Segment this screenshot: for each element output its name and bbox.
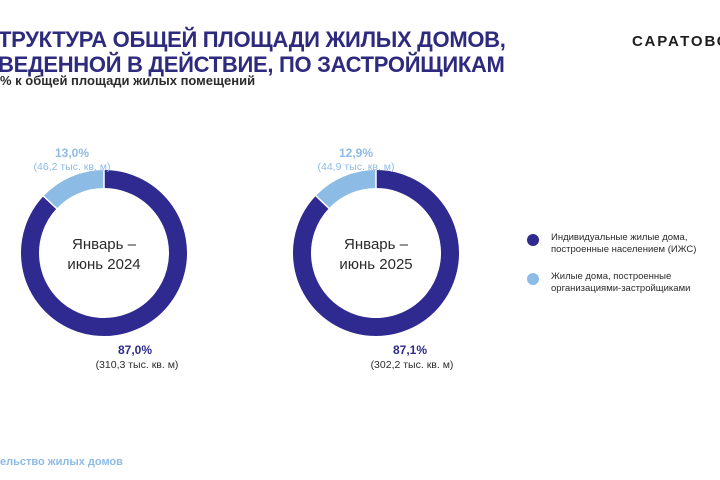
donut-0-label-izhs-area: (310,3 тыс. кв. м) (96, 359, 179, 371)
title-line-2: ВЕДЕННОЙ В ДЕЙСТВИЕ, ПО ЗАСТРОЙЩИКАМ (0, 52, 505, 77)
donut-1-label-developers-area: (44,9 тыс. кв. м) (317, 161, 394, 173)
donut-1-center-label-0: Январь – (344, 236, 409, 253)
donut-0-label-izhs-pct: 87,0% (118, 343, 152, 357)
legend-item-developers: Жилые дома, построенные организациями-за… (525, 271, 715, 295)
donut-0-label-developers-area: (46,2 тыс. кв. м) (33, 161, 110, 173)
donut-1-slice-developers (315, 170, 377, 209)
footer-text: ельство жилых домов (0, 456, 123, 468)
legend-swatch-light (527, 273, 539, 285)
brand-logo-text: САРАТОВС (632, 33, 720, 50)
legend-swatch-dark (527, 234, 539, 246)
page-title: ТРУКТУРА ОБЩЕЙ ПЛОЩАДИ ЖИЛЫХ ДОМОВ, ВЕДЕ… (0, 27, 518, 77)
legend-label-developers: Жилые дома, построенные организациями-за… (551, 271, 691, 294)
donut-0-slice-izhs (21, 170, 187, 336)
donut-1-center-label-1: июнь 2025 (339, 256, 412, 273)
subtitle: % к общей площади жилых помещений (0, 73, 256, 88)
donut-0-label-developers-pct: 13,0% (55, 146, 89, 160)
donut-0-separator-1 (42, 194, 58, 210)
donut-1-label-izhs-pct: 87,1% (393, 343, 427, 357)
legend-label-izhs: Индивидуальные жилые дома, построенные н… (551, 232, 697, 255)
title-line-1: ТРУКТУРА ОБЩЕЙ ПЛОЩАДИ ЖИЛЫХ ДОМОВ, (0, 27, 506, 52)
donut-1-slice-izhs (293, 170, 459, 336)
donut-1-label-developers-pct: 12,9% (339, 146, 373, 160)
legend-item-izhs: Индивидуальные жилые дома, построенные н… (525, 232, 715, 256)
donut-0-center-label-0: Январь – (72, 236, 137, 253)
donut-1-separator-1 (314, 194, 331, 210)
legend: Индивидуальные жилые дома, построенные н… (525, 232, 715, 310)
donut-1-label-izhs-area: (302,2 тыс. кв. м) (371, 359, 454, 371)
donut-0-slice-developers (43, 170, 105, 209)
donut-0-center-label-1: июнь 2024 (67, 256, 140, 273)
